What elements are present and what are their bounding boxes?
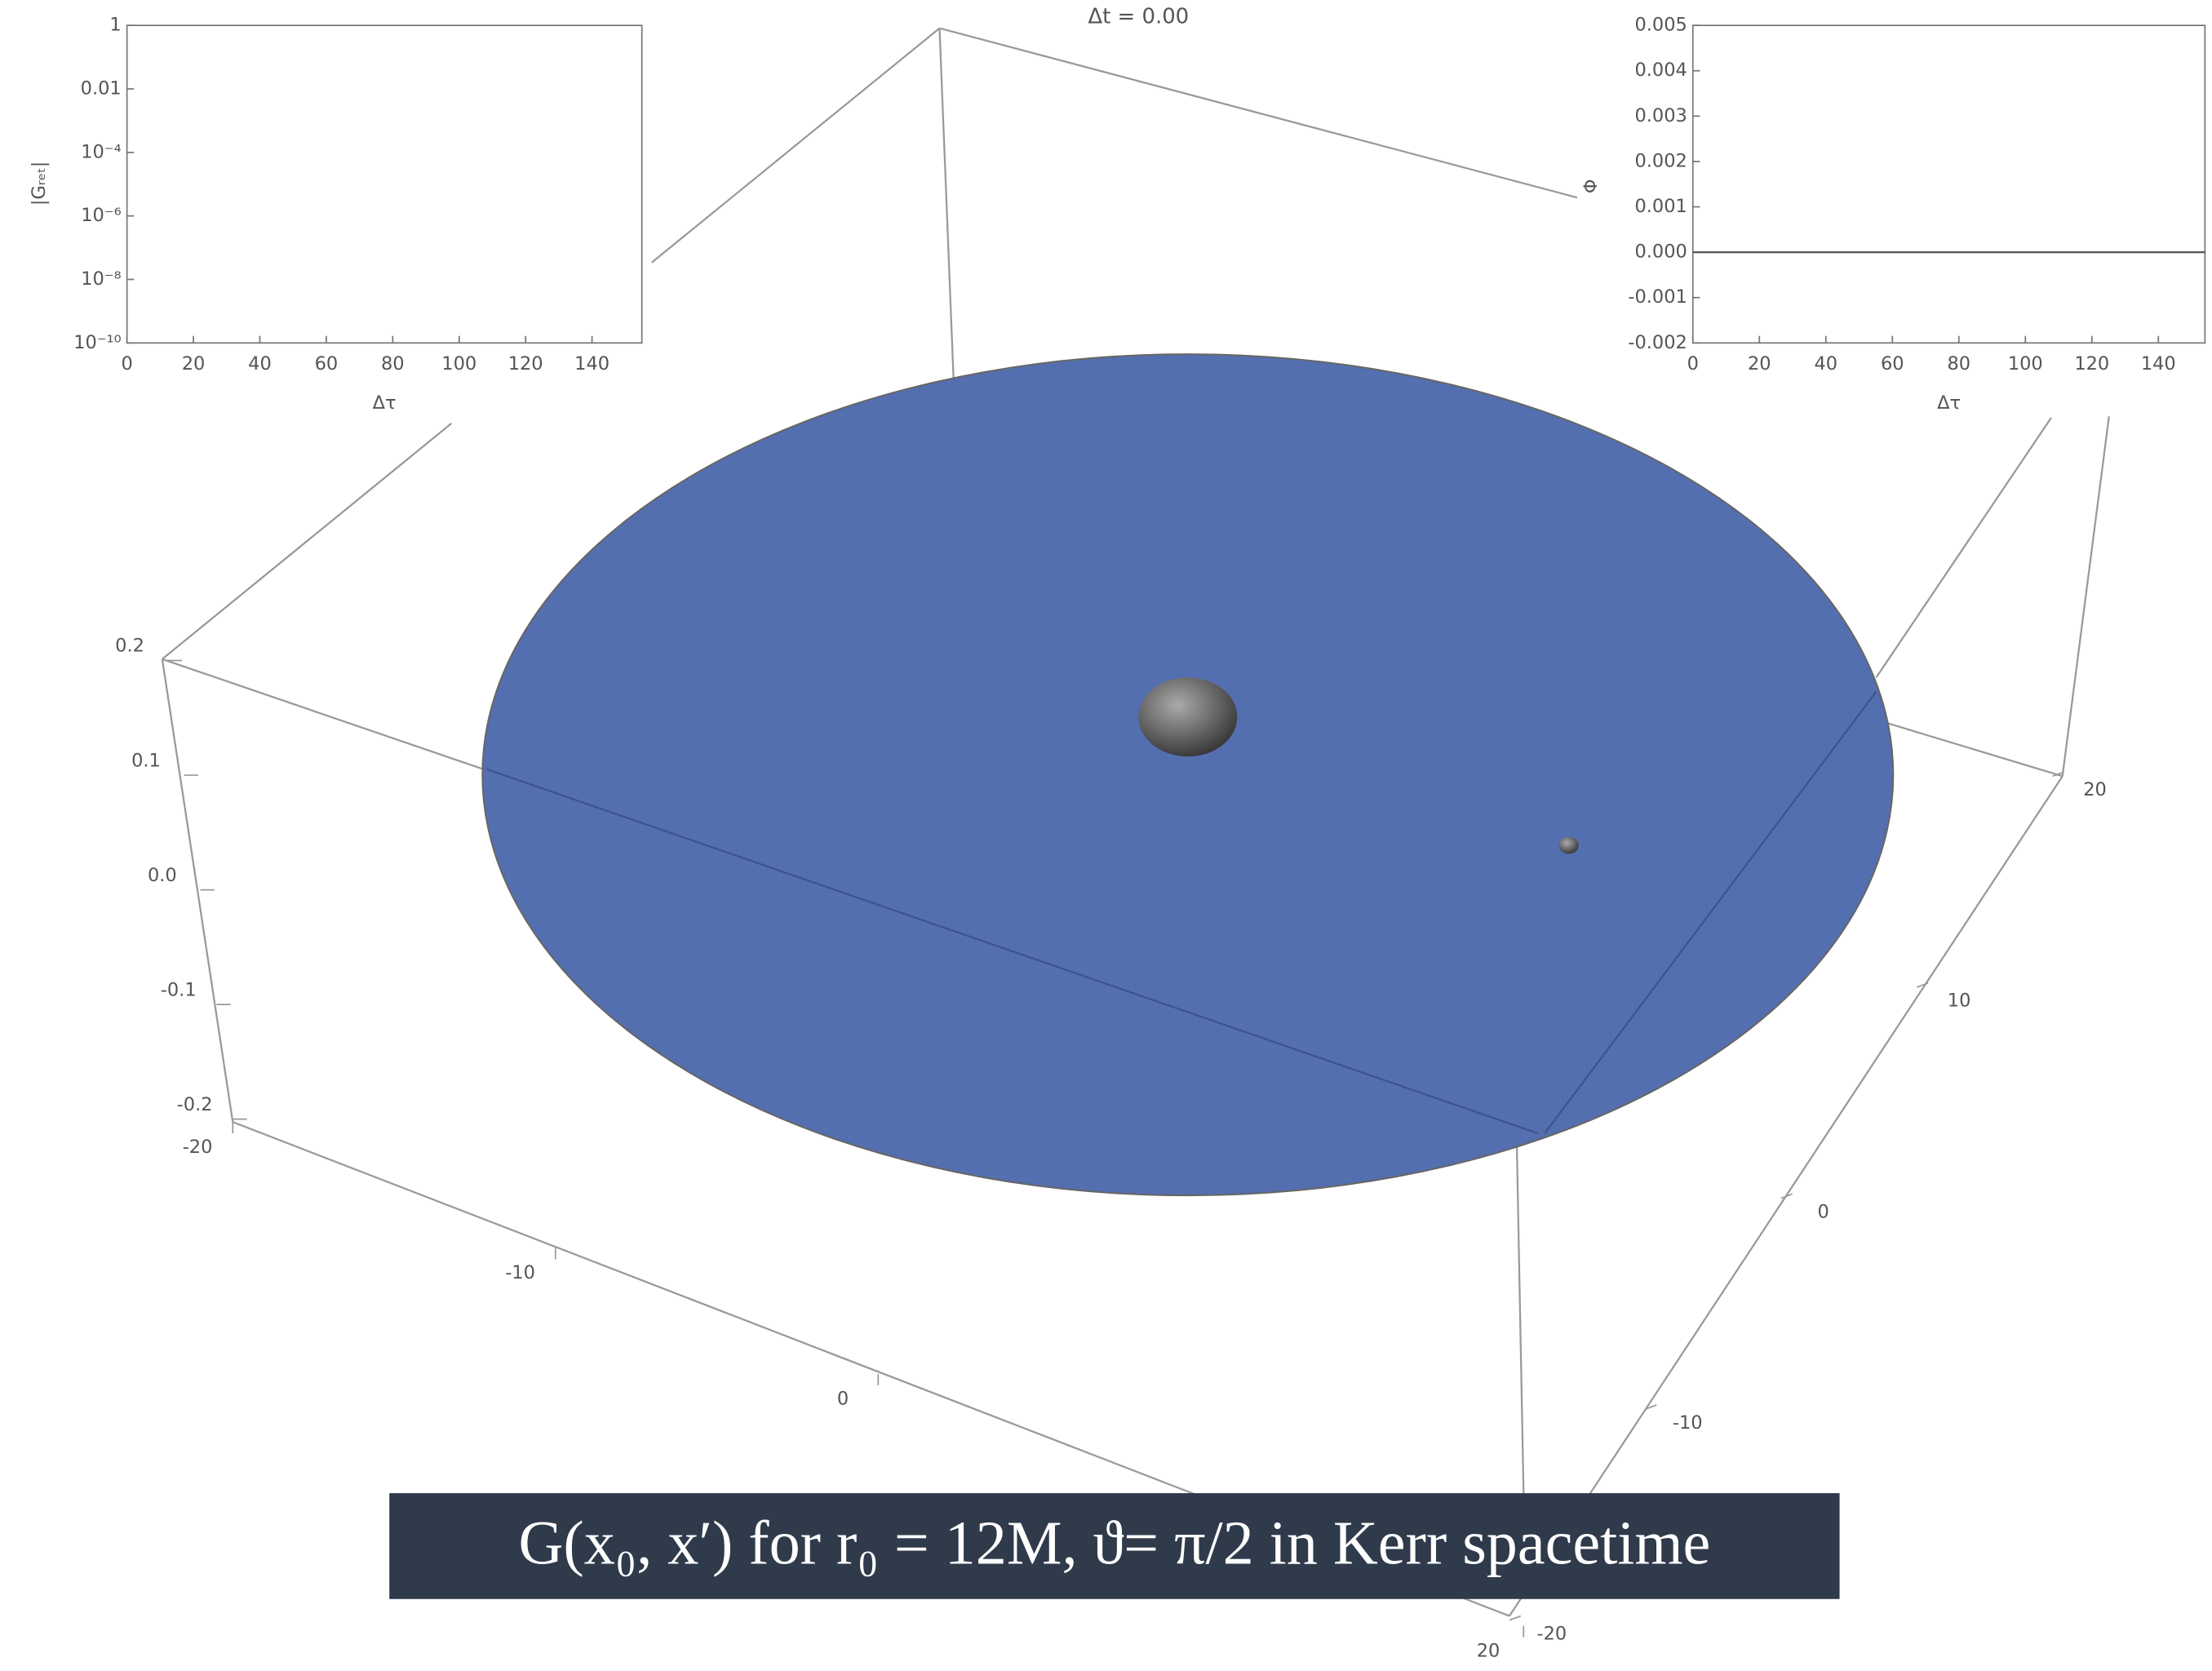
y-tick-label: -0.002 (1628, 332, 1687, 353)
y-tick-label: 0.000 (1635, 242, 1687, 263)
y-tick-label: 1 (109, 15, 121, 36)
x-tick-label: 120 (2074, 353, 2109, 375)
x-tick-label: 0 (121, 353, 132, 375)
y-tick (1917, 983, 1928, 987)
y-tick-label: -10 (1673, 1412, 1703, 1434)
y-tick-label: 0.005 (1635, 15, 1687, 36)
x-tick-label: -20 (183, 1137, 213, 1158)
x-tick-label: -10 (505, 1262, 535, 1283)
y-tick-label: 0.002 (1635, 150, 1687, 171)
y-tick-label: 10 (1948, 991, 1971, 1012)
y-tick-label: 10⁻⁶ (81, 205, 121, 226)
x-tick-label: 100 (2008, 353, 2043, 375)
x-tick-label: 60 (315, 353, 339, 375)
surface (482, 354, 1893, 1195)
z-tick-label: 0.2 (115, 636, 144, 657)
x-tick-label: 20 (182, 353, 206, 375)
particle (1558, 837, 1578, 854)
plot-frame (127, 25, 642, 343)
y-tick-label: 20 (2083, 779, 2107, 800)
chart: Δt = 0.00 G(x₀, x′) for r₀ = 12M, ϑ= π/2… (0, 0, 2212, 1671)
y-axis-label: |Gᵣₑₜ| (29, 162, 50, 206)
y-axis-label: Φ (1580, 179, 1602, 193)
x-tick-label: 0 (837, 1389, 849, 1410)
z-tick-label: 0.0 (148, 865, 177, 886)
x-tick-label: 120 (508, 353, 543, 375)
black-hole (1138, 677, 1237, 756)
screen: Δt = 0.00 G(x₀, x′) for r₀ = 12M, ϑ= π/2… (0, 0, 2212, 1671)
x-tick-label: 20 (1477, 1640, 1501, 1661)
plot-frame (1693, 25, 2205, 343)
x-tick-label: 0 (1687, 353, 1699, 375)
y-tick-label: 0.003 (1635, 105, 1687, 126)
caption: G(x₀, x′) for r₀ = 12M, ϑ= π/2 in Kerr s… (518, 1509, 1710, 1578)
z-tick-label: 0.1 (131, 750, 161, 771)
y-tick-label: 0 (1818, 1201, 1829, 1222)
x-tick-label: 80 (1947, 353, 1970, 375)
y-tick-label: 10⁻⁸ (81, 268, 121, 290)
x-tick-label: 80 (381, 353, 405, 375)
y-tick-label: 0.01 (81, 78, 122, 99)
plot-title: Δt = 0.00 (1088, 4, 1189, 29)
y-tick-label: 0.004 (1635, 60, 1687, 81)
z-tick-label: -0.2 (177, 1094, 213, 1115)
y-tick-label: -20 (1537, 1624, 1567, 1645)
x-tick-label: 140 (2141, 353, 2176, 375)
y-tick (1509, 1616, 1521, 1620)
z-tick-label: -0.1 (161, 979, 197, 1000)
y-tick-label: 0.001 (1635, 196, 1687, 217)
y-tick-label: -0.001 (1628, 286, 1687, 308)
x-tick-label: 60 (1881, 353, 1904, 375)
x-tick-label: 20 (1748, 353, 1771, 375)
y-tick-label: 10⁻¹⁰ (73, 332, 121, 353)
x-axis-label: Δτ (1937, 392, 1961, 414)
x-axis-label: Δτ (373, 392, 397, 414)
y-tick-label: 10⁻⁴ (81, 141, 121, 162)
x-tick-label: 40 (1814, 353, 1837, 375)
x-tick-label: 140 (574, 353, 610, 375)
x-tick-label: 40 (248, 353, 272, 375)
x-tick-label: 100 (441, 353, 477, 375)
